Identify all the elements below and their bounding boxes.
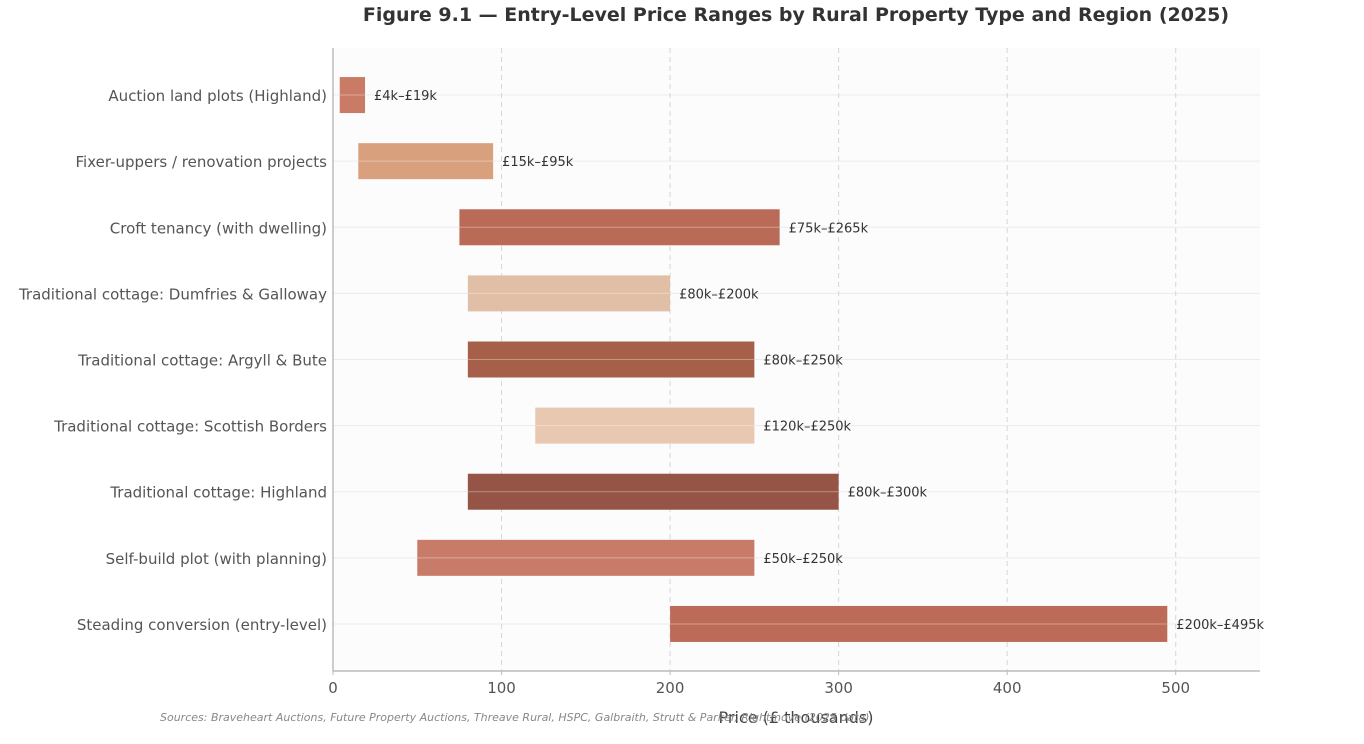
range-bar <box>670 605 1168 642</box>
x-axis-title: Price (£ thousands) <box>719 708 874 727</box>
data-label: £200k–£495k <box>1176 618 1264 633</box>
data-label: £80k–£200k <box>679 287 759 302</box>
y-tick-label: Croft tenancy (with dwelling) <box>110 219 327 237</box>
range-bar <box>459 209 780 246</box>
y-tick-label: Self-build plot (with planning) <box>106 550 327 568</box>
data-label: £80k–£300k <box>848 486 928 501</box>
data-label: £75k–£265k <box>789 221 869 236</box>
data-label: £4k–£19k <box>374 89 437 104</box>
range-bar <box>417 539 755 576</box>
y-tick-label: Traditional cottage: Dumfries & Galloway <box>18 285 327 303</box>
range-bar <box>467 275 671 312</box>
chart-title: Figure 9.1 — Entry-Level Price Ranges by… <box>362 4 1230 26</box>
data-label: £50k–£250k <box>763 552 843 567</box>
range-bar <box>467 341 755 378</box>
data-label: £15k–£95k <box>502 155 574 170</box>
range-bar <box>358 143 494 180</box>
y-tick-label: Traditional cottage: Argyll & Bute <box>77 352 327 370</box>
y-tick-label: Fixer-uppers / renovation projects <box>75 153 327 171</box>
y-tick-label: Traditional cottage: Highland <box>109 484 327 502</box>
range-bar <box>339 77 366 114</box>
x-tick-label: 400 <box>993 679 1022 697</box>
range-bar <box>467 473 839 510</box>
x-tick-label: 200 <box>656 679 685 697</box>
y-tick-label: Auction land plots (Highland) <box>108 87 327 105</box>
x-tick-label: 0 <box>328 679 338 697</box>
x-tick-label: 300 <box>824 679 853 697</box>
y-tick-label: Traditional cottage: Scottish Borders <box>53 418 327 436</box>
x-tick-label: 500 <box>1161 679 1190 697</box>
y-tick-label: Steading conversion (entry-level) <box>77 616 327 634</box>
source-note: Sources: Braveheart Auctions, Future Pro… <box>160 711 870 724</box>
data-label: £80k–£250k <box>763 354 843 369</box>
data-label: £120k–£250k <box>763 420 851 435</box>
range-bar <box>535 407 755 444</box>
x-tick-label: 100 <box>487 679 516 697</box>
